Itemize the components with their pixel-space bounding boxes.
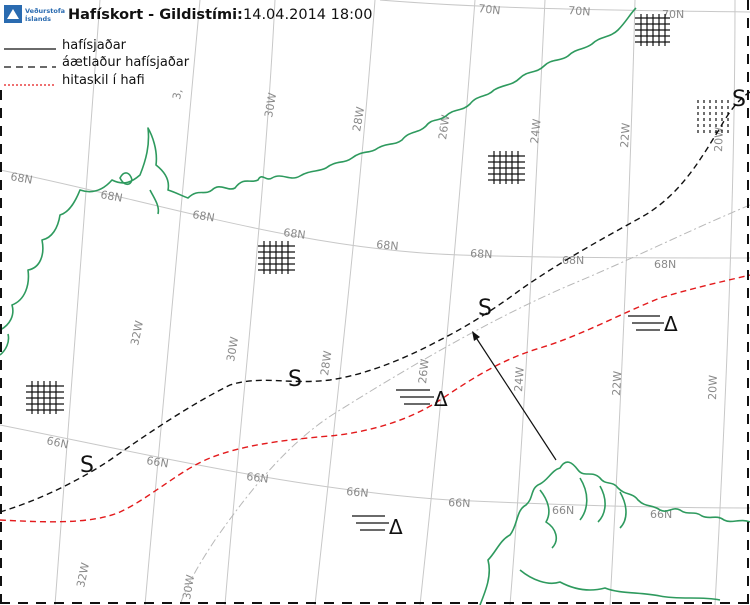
header: Veðurstofa Íslands Hafískort - Gildistím… xyxy=(0,0,372,30)
lat-label: 68N xyxy=(562,254,584,267)
lat-label: 70N xyxy=(478,2,501,17)
sea-ice-hatch-areas xyxy=(26,14,729,414)
iceberg-symbol: Δ xyxy=(628,312,678,336)
logo: Veðurstofa Íslands xyxy=(4,5,65,23)
lat-label: 68N xyxy=(283,226,307,242)
iceberg-symbol: Δ xyxy=(396,387,448,411)
lat-label: 66N xyxy=(448,496,471,510)
lat-label: 66N xyxy=(45,434,69,451)
iceland-fjords xyxy=(539,477,627,549)
iceberg-symbol: Δ xyxy=(352,515,403,539)
ice-edge-marker: S xyxy=(478,296,492,321)
svg-text:Íslands: Íslands xyxy=(25,14,51,23)
lon-label: 28W xyxy=(318,350,334,377)
lon-label: 32W xyxy=(128,319,146,346)
lon-label: 28W xyxy=(350,106,367,133)
aux-dashdot-line xyxy=(179,204,750,605)
sea-ice-hatch xyxy=(26,381,64,414)
iceland-coastline-south xyxy=(519,569,721,601)
svg-text:Δ: Δ xyxy=(389,515,403,539)
valid-datetime: 14.04.2014 18:00 xyxy=(243,7,372,23)
sea-ice-hatch xyxy=(488,151,525,184)
lon-label: 24W xyxy=(528,118,544,144)
lon-label: 20W xyxy=(712,127,726,152)
sea-ice-hatch xyxy=(258,241,295,274)
estimated-ice-edge-line xyxy=(0,91,750,513)
lat-label: 68N xyxy=(192,208,216,224)
ice-edge-marker: S xyxy=(80,453,94,478)
sea-ice-hatch xyxy=(635,14,670,46)
ice-edge-marker: S xyxy=(288,367,302,392)
iceland-coastline xyxy=(479,461,750,605)
ocean-front-line xyxy=(0,274,750,523)
svg-text:Δ: Δ xyxy=(664,312,678,336)
page-title: Hafískort - Gildistími: xyxy=(68,7,243,23)
svg-text:Veðurstofa: Veðurstofa xyxy=(25,7,65,15)
lon-label: 22W xyxy=(610,371,624,397)
lon-label: 32W xyxy=(74,561,92,588)
svg-text:Δ: Δ xyxy=(434,387,448,411)
lat-label: 68N xyxy=(99,188,123,205)
lat-label: 66N xyxy=(146,454,170,470)
lat-label: 68N xyxy=(9,170,33,187)
greenland-coastline-detail xyxy=(0,333,10,356)
greenland-coastline-detail xyxy=(149,189,160,215)
greenland-island xyxy=(119,172,133,186)
lon-label: 30W xyxy=(224,336,241,363)
direction-arrow xyxy=(472,331,557,461)
lat-label: 66N xyxy=(552,504,574,517)
graticule-labels: 70N 70N 70N 68N 68N 68N 68N 68N 68N 68N … xyxy=(9,2,725,600)
lon-label: 3, xyxy=(170,88,185,101)
iceberg-symbols: Δ Δ Δ xyxy=(352,312,678,539)
lon-label: 26W xyxy=(416,358,432,384)
greenland-coastline xyxy=(0,7,637,331)
legend-label-ice-edge: hafísjaðar xyxy=(62,38,127,53)
ice-edge-markers: S S S S xyxy=(80,87,746,478)
lon-label: 30W xyxy=(262,92,279,119)
lat-label: 68N xyxy=(376,238,399,253)
legend-label-estimated-ice-edge: áætlaður hafísjaðar xyxy=(62,55,190,70)
legend: hafísjaðar áætlaður hafísjaðar hitaskil … xyxy=(4,38,190,88)
ice-edge-marker: S xyxy=(732,87,746,112)
lon-label: 24W xyxy=(512,366,527,392)
lat-label: 66N xyxy=(246,470,270,486)
legend-label-ocean-front: hitaskil í hafi xyxy=(62,73,145,88)
lon-label: 30W xyxy=(180,574,197,601)
lon-label: 22W xyxy=(618,122,633,148)
lat-label: 66N xyxy=(346,485,369,500)
lon-label: 20W xyxy=(706,375,720,400)
lat-label: 68N xyxy=(470,247,493,261)
lat-label: 68N xyxy=(654,258,676,271)
lat-label: 70N xyxy=(568,4,591,19)
lon-label: 26W xyxy=(436,114,452,141)
